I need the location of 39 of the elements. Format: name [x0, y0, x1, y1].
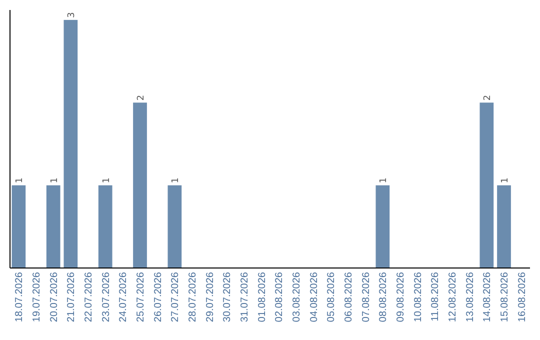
data-label: 1	[102, 178, 112, 184]
x-tick-label: 14.08.2026	[482, 272, 494, 322]
data-label: 3	[67, 12, 78, 18]
x-tick-label: 11.08.2026	[430, 272, 442, 322]
x-tick-label: 16.08.2026	[516, 272, 528, 322]
x-tick-label: 08.08.2026	[378, 272, 390, 322]
x-tick-label: 21.07.2026	[66, 272, 78, 322]
x-tick-label: 13.08.2026	[464, 272, 476, 322]
x-tick-label: 24.07.2026	[118, 272, 130, 322]
data-label: 1	[15, 178, 26, 184]
x-tick-label: 31.07.2026	[240, 272, 250, 322]
data-label: 1	[171, 178, 182, 184]
x-tick-label: 06.08.2026	[344, 272, 354, 322]
data-label: 2	[483, 94, 494, 101]
x-tick-label: 10.08.2026	[412, 272, 424, 322]
x-tick-label: 18.07.2026	[14, 272, 26, 322]
x-tick-label: 09.08.2026	[396, 272, 406, 322]
x-tick-label: 20.07.2026	[48, 272, 60, 322]
data-label: 1	[379, 178, 390, 184]
x-tick-label: 23.07.2026	[100, 272, 112, 322]
x-tick-label: 27.07.2026	[170, 272, 182, 322]
x-tick-label: 25.07.2026	[136, 272, 146, 322]
x-tick-label: 01.08.2026	[256, 272, 268, 322]
x-tick-label: 05.08.2026	[326, 272, 338, 322]
x-tick-label: 03.08.2026	[292, 272, 302, 322]
x-tick-label: 15.08.2026	[500, 272, 510, 322]
x-tick-label: 04.08.2026	[308, 272, 320, 322]
x-tick-label: 02.08.2026	[274, 272, 286, 322]
x-tick-label: 30.07.2026	[222, 272, 234, 322]
data-label: 1	[50, 178, 60, 184]
x-tick-label: 22.07.2026	[84, 272, 94, 322]
x-tick-label: 29.07.2026	[204, 272, 216, 322]
x-tick-label: 07.08.2026	[360, 272, 372, 322]
data-label: 1	[500, 178, 510, 184]
x-tick-label: 26.07.2026	[152, 272, 164, 322]
data-label: 2	[136, 94, 146, 101]
x-tick-label: 28.07.2026	[188, 272, 198, 322]
x-tick-label: 19.07.2026	[32, 272, 42, 322]
x-tick-label: 12.08.2026	[448, 272, 458, 322]
